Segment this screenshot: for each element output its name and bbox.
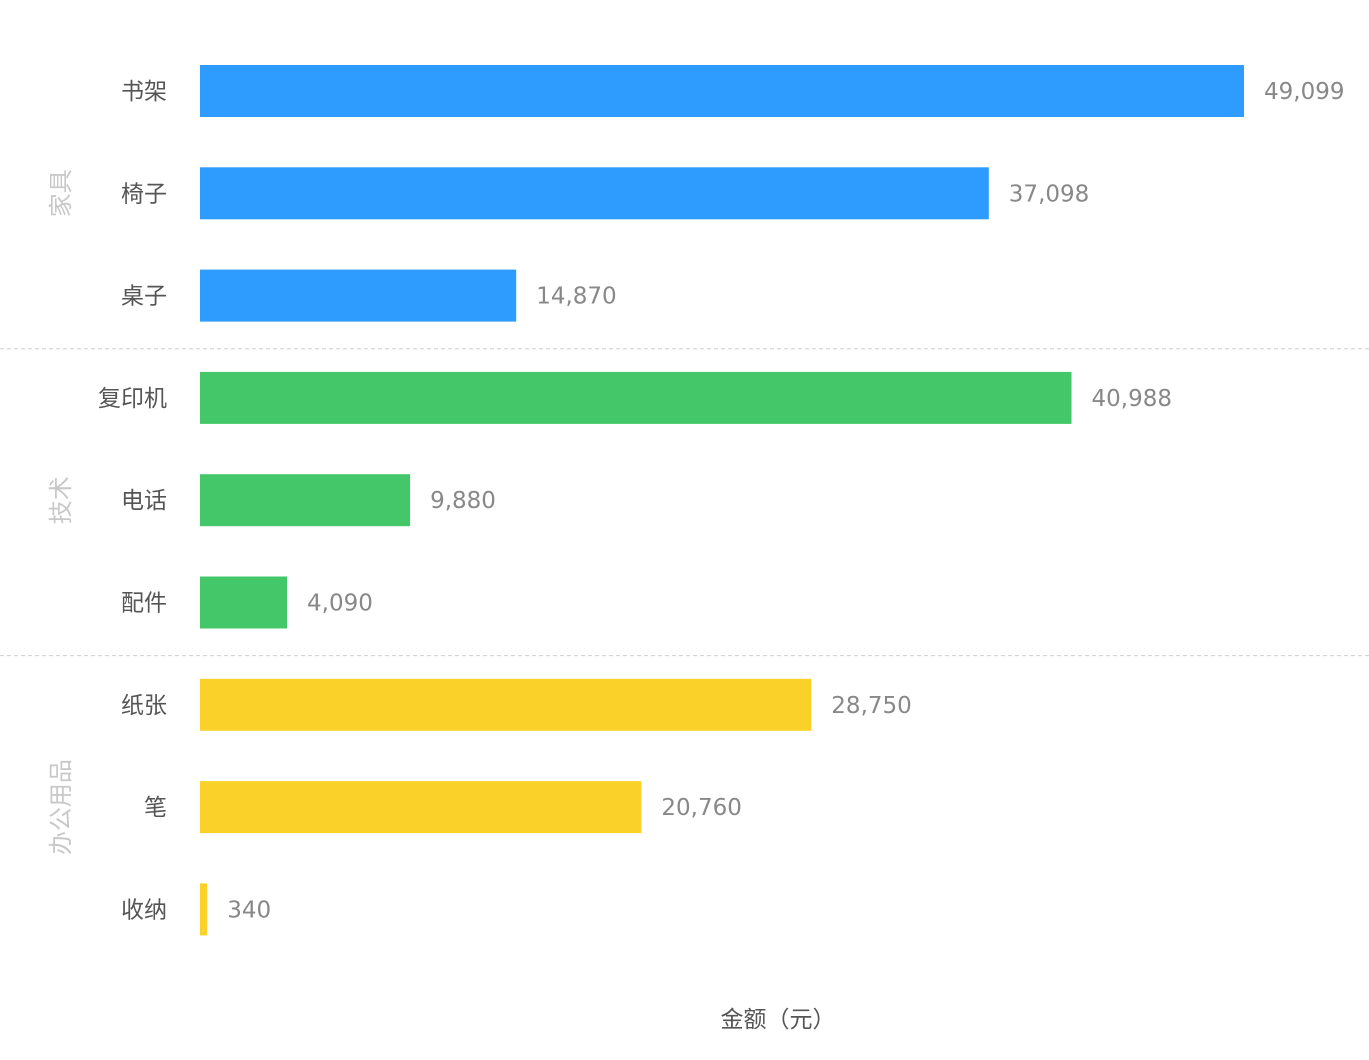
value-label: 49,099 (1264, 79, 1344, 105)
bar-书架 (200, 65, 1244, 117)
category-label: 收纳 (121, 897, 167, 923)
value-label: 28,750 (831, 693, 911, 719)
category-label: 书架 (121, 79, 167, 105)
bar-桌子 (200, 269, 517, 322)
category-label: 椅子 (121, 181, 167, 207)
bar-椅子 (200, 167, 989, 220)
bar-收纳 (200, 883, 208, 936)
bar-复印机 (200, 371, 1072, 424)
value-label: 340 (227, 897, 271, 923)
category-label: 配件 (121, 591, 167, 617)
bar-电话 (200, 474, 411, 527)
group-label: 家具 (47, 169, 75, 217)
category-label: 桌子 (121, 284, 167, 310)
value-label: 40,988 (1092, 386, 1172, 412)
category-label: 复印机 (98, 386, 167, 412)
category-label: 纸张 (121, 693, 167, 719)
value-label: 4,090 (307, 591, 373, 617)
bar-纸张 (200, 678, 812, 731)
bar-笔 (200, 781, 642, 834)
value-label: 20,760 (661, 795, 741, 821)
group-label: 办公用品 (47, 759, 75, 855)
value-labels: 49,099 37,098 14,870 40,988 9,880 4,090 28,750… (227, 79, 1344, 923)
group-label: 技术 (47, 476, 75, 524)
value-label: 14,870 (536, 284, 616, 310)
category-label: 笔 (144, 795, 167, 821)
value-label: 37,098 (1009, 181, 1089, 207)
x-axis-title: 金额（元） (721, 1007, 836, 1033)
value-label: 9,880 (430, 488, 496, 514)
category-label: 电话 (121, 488, 167, 514)
bars (200, 65, 1244, 936)
bar-配件 (200, 576, 287, 629)
